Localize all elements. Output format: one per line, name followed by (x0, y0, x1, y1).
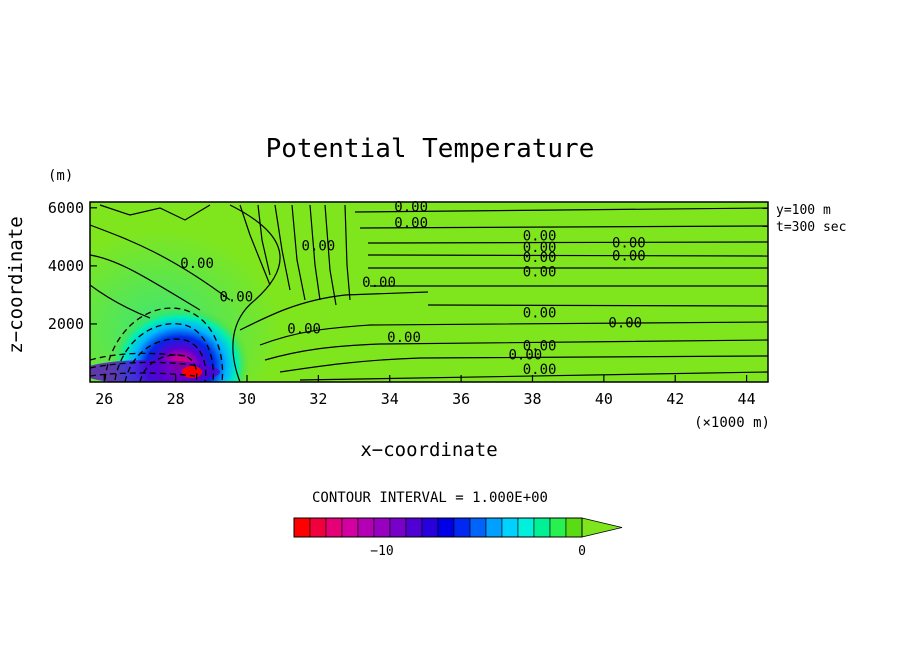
negative-contours (90, 307, 224, 382)
colorbar-swatch (325, 517, 343, 538)
colorbar-swatch (405, 517, 423, 538)
colorbar-swatch (437, 517, 455, 538)
contour-label: 0.00 (394, 215, 428, 231)
y-tick-label: 2000 (48, 315, 84, 333)
colorbar-swatch (453, 517, 471, 538)
y-tick-label: 6000 (48, 199, 84, 217)
contour-label: 0.00 (523, 305, 557, 321)
colorbar-swatch (549, 517, 567, 538)
colorbar-swatch (309, 517, 327, 538)
contour-label: 0.00 (523, 362, 557, 378)
x-tick-label: 32 (309, 390, 327, 408)
plot-frame (89, 201, 769, 383)
colorbar-swatch (341, 517, 359, 538)
contour-labels: 0.000.000.000.000.000.000.000.000.000.00… (180, 199, 645, 378)
colorbar-swatch (485, 517, 503, 538)
contour-label: 0.00 (180, 256, 214, 272)
contour-label: 0.00 (219, 289, 253, 305)
y-tick-label: 4000 (48, 257, 84, 275)
x-tick-label: 28 (167, 390, 185, 408)
y-axis-label: z−coordinate (5, 216, 27, 353)
colorbar-swatch (357, 517, 375, 538)
colorbar-swatch (421, 517, 439, 538)
contour-label: 0.00 (387, 330, 421, 346)
contour-label: 0.00 (608, 315, 642, 331)
contour-label: 0.00 (523, 339, 557, 355)
colorbar-swatch (533, 517, 551, 538)
contour-label: 0.00 (523, 250, 557, 266)
colorbar-swatch (501, 517, 519, 538)
annotation-t: t=300 sec (776, 220, 846, 235)
contour-label: 0.00 (394, 199, 428, 215)
contour-label: 0.00 (523, 228, 557, 244)
contour-label: 0.00 (302, 239, 336, 255)
y-unit-label: (m) (48, 168, 73, 184)
contour-label: 0.00 (508, 347, 542, 363)
colorbar-swatch (293, 517, 311, 538)
contour-label: 0.00 (523, 240, 557, 256)
colorbar-swatch (517, 517, 535, 538)
x-tick-label: 40 (595, 390, 613, 408)
colorbar-tick-label: 0 (578, 544, 586, 559)
colorbar-frame (293, 517, 583, 538)
contour-interval-text: CONTOUR INTERVAL = 1.000E+00 (312, 490, 548, 506)
zero-contours (90, 204, 768, 382)
colorbar: −10 0 (293, 517, 623, 559)
temperature-field: 0.000.000.000.000.000.000.000.000.000.00… (89, 199, 769, 383)
colorbar-extension (581, 517, 623, 538)
x-tick-label: 30 (238, 390, 256, 408)
x-axis-label: x−coordinate (360, 439, 497, 461)
contour-label: 0.00 (612, 236, 646, 252)
colorbar-swatch (565, 517, 583, 538)
x-tick-label: 34 (381, 390, 399, 408)
colorbar-swatch (469, 517, 487, 538)
colorbar-tick-label: −10 (370, 544, 393, 559)
contour-label: 0.00 (612, 249, 646, 265)
x-axis-ticks: 26 28 30 32 34 36 38 40 42 44 (95, 375, 756, 408)
x-tick-label: 38 (523, 390, 541, 408)
chart-title: Potential Temperature (266, 134, 595, 164)
x-tick-label: 44 (738, 390, 756, 408)
x-tick-label: 42 (666, 390, 684, 408)
x-unit-label: (×1000 m) (694, 415, 770, 431)
contour-label: 0.00 (287, 321, 321, 337)
y-axis-ticks: 2000 4000 6000 (48, 199, 97, 333)
x-tick-label: 26 (95, 390, 113, 408)
annotation-y: y=100 m (776, 203, 831, 218)
contour-label: 0.00 (523, 265, 557, 281)
colorbar-swatch (389, 517, 407, 538)
colorbar-swatch (373, 517, 391, 538)
contour-label: 0.00 (362, 275, 396, 291)
x-tick-label: 36 (452, 390, 470, 408)
